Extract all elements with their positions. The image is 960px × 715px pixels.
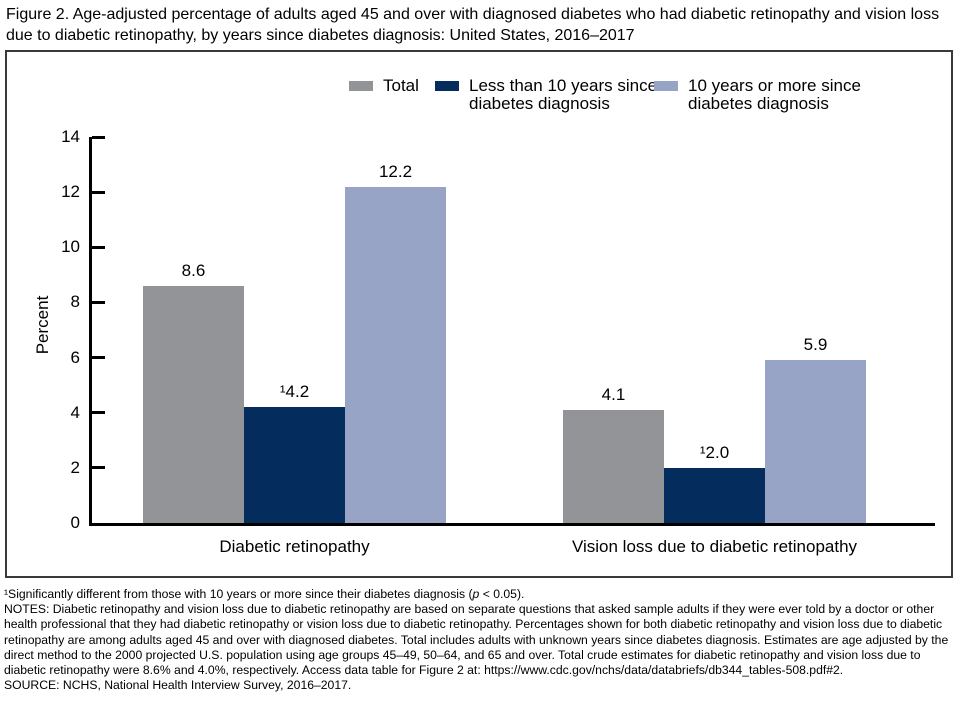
y-axis-tick-label: 4 (70, 402, 80, 422)
x-axis-category-label: Diabetic retinopathy (219, 537, 370, 556)
plot-area: 0 2 4 6 8 10 12 14 8.6 ¹4.2 12.2 Diabetic retinopat… (61, 127, 935, 556)
legend-item-less-than-10-years: Less than 10 years since diabetes diagno… (435, 77, 657, 113)
y-axis-tick-label: 0 (70, 513, 80, 532)
bar-value-label: 8.6 (181, 260, 206, 280)
bar (664, 467, 765, 523)
legend-label-10-years-or-more: 10 years or more since diabetes diagnosi… (688, 76, 861, 113)
y-axis-tick (92, 245, 105, 249)
y-axis-tick (92, 300, 105, 304)
legend-swatch-10-years-or-more (654, 81, 678, 91)
y-axis-tick-label: 8 (70, 292, 80, 312)
y-axis-tick (92, 190, 105, 194)
bar (143, 285, 244, 523)
y-axis-tick (92, 411, 105, 415)
footnote-significance: ¹Significantly different from those with… (4, 587, 954, 602)
legend-swatch-less-than-10-years (435, 81, 459, 91)
footnote-significance-text: ¹Significantly different from those with… (4, 587, 473, 601)
bar-value-label: 4.1 (601, 384, 626, 404)
chart-frame: Total Less than 10 years since diabetes … (5, 50, 953, 578)
footnotes: ¹Significantly different from those with… (4, 587, 954, 693)
legend-label-less-than-10-years: Less than 10 years since diabetes diagno… (469, 76, 658, 113)
legend-item-10-years-or-more: 10 years or more since diabetes diagnosi… (654, 77, 861, 113)
x-axis-category-label: Vision loss due to diabetic retinopathy (571, 537, 858, 556)
y-axis-tick (92, 356, 105, 360)
y-axis-tick-label: 14 (61, 127, 80, 146)
footnote-significance-tail: < 0.05). (479, 587, 525, 601)
y-axis-tick (92, 466, 105, 470)
legend-swatch-total (349, 81, 373, 91)
footnote-source: SOURCE: NCHS, National Health Interview … (4, 678, 352, 693)
y-axis-tick-label: 12 (61, 182, 80, 202)
bar-value-label: 5.9 (803, 335, 828, 355)
y-axis-tick-label: 6 (70, 347, 80, 367)
bar (345, 186, 446, 523)
y-axis-tick-label: 10 (61, 237, 80, 257)
footnote-notes: NOTES: Diabetic retinopathy and vision l… (4, 602, 949, 678)
bar (563, 409, 664, 523)
bar (765, 360, 866, 523)
bar-value-label: 12.2 (378, 161, 413, 181)
legend-label-total: Total (383, 76, 419, 95)
bar (244, 407, 345, 523)
y-axis-tick-label: 2 (70, 457, 80, 477)
y-axis-tick (92, 135, 105, 139)
figure-title: Figure 2. Age-adjusted percentage of adu… (6, 6, 940, 44)
bar-value-label: ¹2.0 (699, 442, 730, 462)
footnote-significance-p: p (472, 587, 480, 601)
legend-item-total: Total (349, 77, 419, 95)
bar-value-label: ¹4.2 (279, 382, 310, 402)
